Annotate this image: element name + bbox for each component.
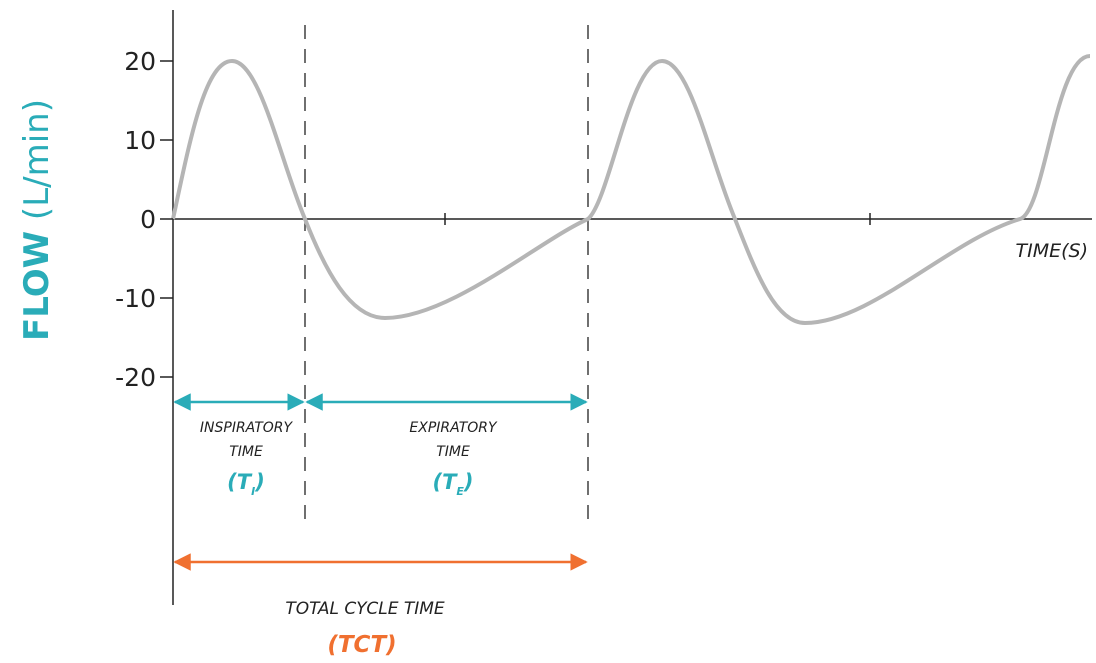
y-tick-label: 10 bbox=[124, 126, 156, 155]
subscript: I bbox=[251, 485, 255, 498]
y-axis-label: FLOW (L/min) bbox=[17, 99, 57, 341]
total-label: TOTAL CYCLE TIME bbox=[285, 599, 445, 619]
symbol-close: ) bbox=[254, 470, 265, 494]
y-label-unit: (L/min) bbox=[17, 99, 57, 220]
subscript: E bbox=[456, 485, 464, 498]
x-axis-label: TIME(S) bbox=[1016, 240, 1089, 262]
flow-curve bbox=[171, 54, 1091, 326]
phase-label: EXPIRATORY bbox=[409, 420, 498, 436]
total-symbol: (TCT) bbox=[327, 632, 396, 658]
y-tick-label: 20 bbox=[124, 47, 156, 76]
symbol: (T bbox=[432, 470, 458, 494]
phase-symbol: (TE) bbox=[432, 470, 473, 498]
symbol-close: ) bbox=[463, 470, 474, 494]
symbol: (T bbox=[227, 470, 253, 494]
phase-label: INSPIRATORY bbox=[200, 420, 294, 436]
phase-symbol: (TI) bbox=[227, 470, 265, 498]
y-label-bold: FLOW bbox=[17, 231, 57, 341]
phase-label: TIME bbox=[229, 444, 263, 460]
y-tick-label: -20 bbox=[115, 363, 156, 392]
y-tick-label: 0 bbox=[140, 205, 156, 234]
phase-label: TIME bbox=[436, 444, 470, 460]
y-tick-label: -10 bbox=[115, 284, 156, 313]
